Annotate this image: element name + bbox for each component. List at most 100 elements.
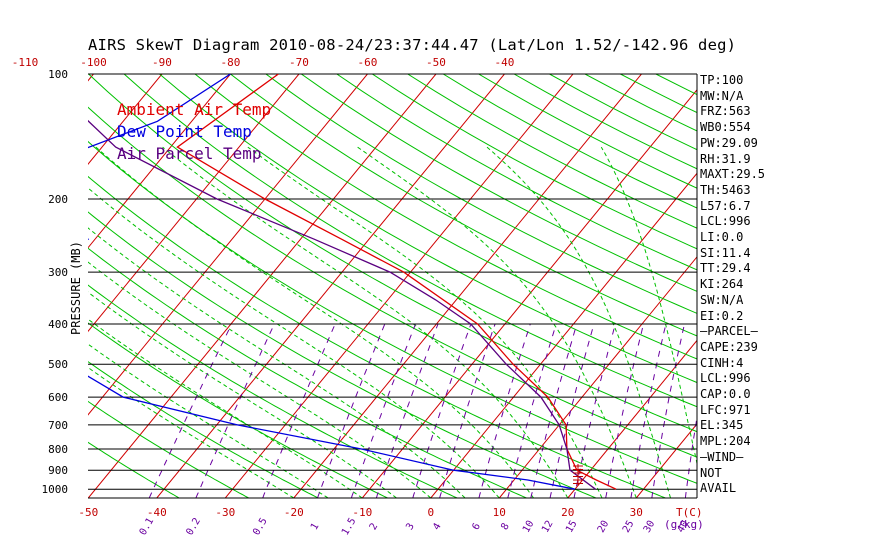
mixing-ratio-label: 40 [675, 519, 691, 535]
bottom-temp-tick-label: -30 [215, 506, 235, 519]
moist-adiabat-line [357, 146, 637, 498]
top-temp-tick-label: -90 [152, 56, 172, 69]
isotherm-line [498, 256, 697, 498]
series-line [176, 74, 617, 490]
index-value: AVAIL [700, 481, 737, 496]
mixing-ratio-label: 0.2 [184, 516, 203, 537]
mixing-ratio-line [412, 323, 472, 498]
mixing-ratio-label: 10 [521, 519, 537, 535]
moist-adiabat-line [162, 146, 569, 498]
dry-adiabat-line [478, 74, 697, 189]
legend-entry: Air Parcel Temp [117, 144, 262, 163]
bottom-temp-tick-label: -20 [284, 506, 304, 519]
dry-adiabat-line [230, 74, 697, 337]
mixing-ratio-line [530, 323, 578, 498]
top-temp-tick-label: -110 [12, 56, 39, 69]
mixing-ratio-label: 6 [470, 521, 483, 532]
mixing-ratio-label: 3 [404, 521, 417, 532]
mixing-ratio-label: 20 [596, 519, 612, 535]
index-value: KI:264 [700, 277, 744, 292]
index-value: TP:100 [700, 73, 744, 87]
isotherm-line [88, 74, 368, 416]
moist-adiabat-line [88, 366, 295, 498]
dry-adiabat-line [88, 361, 319, 498]
mixing-ratio-label: 1.5 [340, 516, 359, 537]
mixing-ratio-line [605, 323, 645, 498]
bottom-temp-tick-label: -50 [78, 506, 98, 519]
mixing-ratio-label: 4 [431, 521, 444, 532]
index-value: L57:6.7 [700, 198, 751, 213]
index-value: WB0:554 [700, 120, 751, 135]
isotherm-line [0, 74, 25, 498]
index-value: EI:0.2 [700, 308, 744, 323]
moist-adiabat-line [88, 187, 500, 498]
series-line [88, 74, 576, 490]
dry-adiabat-line [88, 441, 180, 498]
pressure-tick-label: 600 [48, 391, 68, 404]
mixing-ratio-line [375, 323, 439, 498]
top-temp-tick-label: -100 [80, 56, 107, 69]
isobars [88, 73, 698, 499]
mixing-ratio-line [316, 323, 386, 498]
index-value: –WIND– [700, 449, 744, 464]
dry-adiabat-line [407, 74, 697, 229]
pressure-tick-label: 400 [48, 318, 68, 331]
index-value: MPL:204 [700, 434, 751, 449]
index-value: FRZ:563 [700, 104, 751, 119]
bottom-temp-tick-label: 30 [630, 506, 643, 519]
isotherm-line [88, 74, 94, 82]
isotherm-line [635, 423, 697, 498]
isotherm-line [88, 74, 437, 498]
pressure-tick-label: 700 [48, 419, 68, 432]
mixing-ratio-line [507, 323, 557, 498]
dry-adiabat-line [301, 74, 697, 292]
bottom-temp-tick-label: 20 [561, 506, 574, 519]
mixing-ratio-line [630, 323, 667, 498]
pressure-tick-label: 300 [48, 266, 68, 279]
mixing-ratio-label: 0.1 [138, 516, 157, 537]
dry-adiabat-line [88, 106, 697, 458]
index-value: TH:5463 [700, 182, 751, 197]
mixing-ratio-line [549, 323, 595, 498]
index-value: LFC:971 [700, 402, 751, 417]
mixing-ratio-label: 2 [368, 521, 381, 532]
dry-adiabat-line [88, 175, 666, 498]
dry-adiabat-line [194, 74, 697, 360]
top-temp-tick-label: -70 [289, 56, 309, 69]
index-value: LI:0.0 [700, 230, 744, 244]
top-temp-tick-label: -50 [426, 56, 446, 69]
mixing-ratio-label: 30 [642, 519, 658, 535]
dry-adiabat-line [123, 74, 697, 408]
bottom-temp-tick-label: 10 [493, 506, 506, 519]
wind-barb-icon [573, 464, 583, 486]
index-value: –PARCEL– [700, 324, 758, 339]
dry-adiabat-line [88, 284, 458, 498]
index-value: EL:345 [700, 418, 744, 433]
isotherm-line [224, 74, 574, 498]
dry-adiabat-line [513, 74, 697, 170]
pressure-tick-label: 200 [48, 193, 68, 206]
index-value: RH:31.9 [700, 151, 751, 166]
mixing-ratio-line [439, 323, 496, 498]
dry-adiabat-line [88, 74, 697, 433]
mixing-ratio-line [478, 323, 531, 498]
dry-adiabat-line [372, 74, 697, 250]
mixing-ratio-label: 1 [309, 521, 322, 532]
mixing-ratio-line [148, 323, 233, 498]
series-line [88, 119, 596, 490]
dry-adiabat-line [88, 400, 249, 498]
pressure-tick-label: 1000 [42, 483, 69, 496]
isotherm-line [88, 74, 231, 249]
index-value: MW:N/A [700, 88, 744, 103]
isotherm-line [88, 74, 163, 165]
mixing-ratio-line [195, 323, 275, 498]
bottom-temp-tick-label: -10 [352, 506, 372, 519]
index-value: TT:29.4 [700, 261, 751, 276]
top-temp-tick-label: -80 [221, 56, 241, 69]
isotherm-line [88, 74, 300, 333]
index-value: MAXT:29.5 [700, 167, 766, 182]
index-value: CAPE:239 [700, 339, 758, 354]
moist-adiabat-line [600, 146, 697, 466]
index-value: LCL:996 [700, 214, 751, 229]
